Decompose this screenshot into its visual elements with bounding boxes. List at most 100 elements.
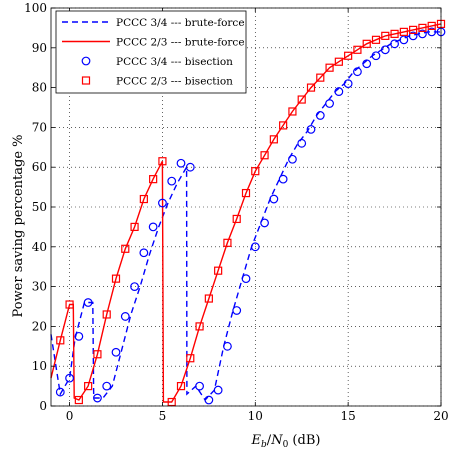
legend-label: PCCC 2/3 --- brute-force [116,37,245,49]
data-point [427,21,436,31]
data-point [269,135,278,144]
data-point [343,79,353,89]
legend: PCCC 3/4 --- brute-force PCCC 2/3 --- bru… [55,10,247,94]
x-axis-label-unit: (dB) [288,433,320,448]
data-point [195,322,204,331]
data-point [344,51,353,60]
data-point [371,51,381,61]
data-point [223,341,232,351]
data-point [185,162,195,172]
y-tick-label: 90 [32,41,47,55]
legend-marker [81,76,91,85]
data-point [102,310,111,319]
y-tick-label: 30 [32,280,47,294]
x-axis-label-n: N [270,433,283,448]
data-point [65,373,74,383]
data-point [315,111,325,120]
x-axis-label-b: b [261,440,267,450]
data-point [130,282,139,292]
y-tick-label: 70 [32,120,47,134]
data-point [288,154,297,164]
data-point [167,176,177,186]
y-axis-label: Power saving percentage % [11,134,26,317]
data-point [167,397,176,407]
data-point [399,27,408,36]
series-4 [56,19,446,407]
data-point [250,242,260,252]
series-3 [55,27,446,405]
data-point [279,121,288,130]
data-point [260,151,269,160]
data-point [232,306,242,315]
data-point [158,198,167,208]
data-point [204,294,213,303]
data-point [139,194,148,204]
data-point [297,95,306,104]
series-line [50,23,442,403]
data-point [371,35,381,44]
legend-label: PCCC 3/4 --- brute-force [116,17,245,29]
y-tick-label: 0 [39,399,47,413]
x-tick-label: 0 [66,409,74,423]
data-point [241,188,251,198]
data-point [56,336,65,345]
data-point [149,175,158,184]
data-point [241,274,251,284]
data-point [278,174,288,184]
data-point [380,45,390,55]
data-point [84,382,93,391]
x-axis-label-e: E [251,433,262,448]
data-point [297,138,307,148]
data-point [427,27,437,37]
data-point [381,31,390,40]
data-point [195,381,204,391]
data-point [418,29,427,39]
y-tick-label: 80 [32,81,47,95]
x-tick-label: 15 [341,409,356,423]
data-point [130,222,139,231]
series-1 [50,31,441,402]
data-point [409,25,418,34]
x-axis-label: Eb/N0 (dB) [251,433,321,450]
data-point [316,73,325,82]
data-point [93,393,102,403]
y-tick-label: 20 [32,319,47,333]
data-point [223,238,232,247]
data-point [158,157,167,166]
x-tick-label: 20 [433,409,448,423]
series-2 [50,23,442,403]
legend-label: PCCC 2/3 --- bisection [116,76,233,88]
data-point [399,35,409,45]
y-tick-label: 10 [32,359,47,373]
data-point [55,387,65,397]
data-point [102,381,112,391]
data-point [353,45,362,54]
data-point [334,57,343,66]
data-point [390,39,399,49]
ticks: 0 5 10 15 20 0 10 20 30 40 50 60 70 80 90 100 [24,1,449,423]
series-line [50,31,441,402]
data-point [390,29,399,38]
data-point [251,167,260,176]
data-point [213,385,223,395]
x-tick-label: 5 [159,409,167,423]
data-point [176,158,186,168]
data-point [362,59,372,69]
data-point [74,331,84,341]
data-point [148,222,158,232]
data-point [353,67,362,77]
data-point [204,395,214,405]
x-axis-label-zero: 0 [283,440,289,450]
data-point [334,87,344,96]
data-point [111,274,121,283]
data-point [306,83,316,92]
y-tick-label: 50 [32,200,47,214]
legend-box [55,10,247,94]
data-point [260,218,269,228]
data-point [288,107,297,116]
legend-label: PCCC 3/4 --- bisection [116,56,233,68]
x-axis-label-slash: / [267,433,272,448]
data-point [93,350,102,359]
data-point [176,382,186,391]
